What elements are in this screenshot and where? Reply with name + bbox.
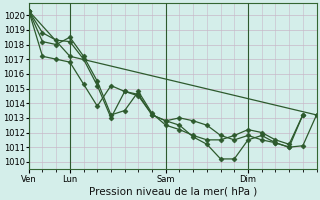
X-axis label: Pression niveau de la mer( hPa ): Pression niveau de la mer( hPa ) bbox=[89, 187, 257, 197]
